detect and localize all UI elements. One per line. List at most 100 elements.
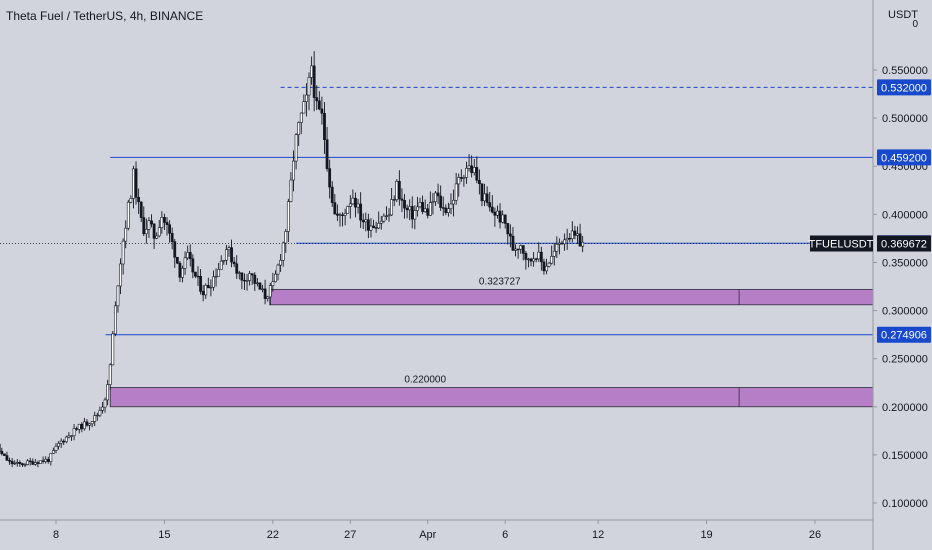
candle-body [436, 192, 440, 197]
candle-body [44, 458, 48, 462]
candle-body [335, 213, 339, 216]
candle-body [341, 214, 344, 216]
candle-body [82, 421, 86, 430]
candle-body [573, 230, 577, 236]
candle-body [483, 193, 486, 202]
candle-body [457, 177, 461, 185]
candle-body [581, 241, 585, 247]
candle-body [263, 288, 267, 299]
candle-body [312, 65, 316, 98]
candle-body [36, 462, 40, 464]
candle-body [258, 282, 262, 290]
candle-body [467, 165, 471, 169]
candle-body [248, 273, 252, 281]
candle-body [488, 202, 492, 208]
candle-body [235, 263, 239, 274]
last-price-tag-label: 0.369672 [881, 239, 927, 251]
candle-body [119, 263, 122, 287]
price-tag-label: 0.274906 [881, 330, 927, 342]
candle-body [103, 399, 107, 408]
candle-body [186, 252, 190, 259]
candle-body [10, 460, 14, 465]
last-price-tag-bg [877, 235, 931, 252]
candle-body [385, 215, 388, 217]
candle-body [354, 197, 357, 208]
candle-body [284, 231, 288, 244]
candle-body [245, 280, 249, 282]
candle-body [529, 258, 533, 262]
candle-body [31, 461, 35, 465]
candle-body [545, 266, 548, 272]
candle-body [155, 235, 159, 239]
candle-body [8, 460, 11, 462]
candle-body [268, 285, 272, 298]
candle-body [286, 201, 290, 232]
candle-body [377, 222, 381, 229]
candle-body [98, 410, 102, 416]
x-tick-label: 19 [700, 529, 712, 541]
candle-body [423, 208, 427, 212]
x-tick-label: 27 [344, 529, 356, 541]
candle-body [395, 180, 399, 200]
candle-body [72, 428, 76, 437]
candle-body [426, 208, 430, 216]
candle-body [240, 272, 244, 281]
candle-body [224, 249, 228, 261]
chart-title: Theta Fuel / TetherUS, 4h, BINANCE [6, 9, 204, 23]
x-tick-label: 22 [267, 529, 279, 541]
candle-body [490, 206, 494, 213]
candle-body [261, 288, 264, 291]
candle-body [320, 108, 324, 114]
y-tick-label: 0.350000 [882, 257, 928, 269]
candle-body [157, 227, 161, 237]
candle-body [400, 198, 404, 201]
candle-body [13, 462, 17, 465]
candle-body [325, 139, 329, 169]
candle-body [477, 179, 481, 185]
candle-body [121, 240, 125, 265]
candle-body [49, 453, 53, 462]
candle-body [196, 275, 200, 278]
candle-body [390, 199, 394, 216]
candle-body [116, 285, 120, 307]
candle-body [565, 237, 569, 241]
candle-body [39, 460, 42, 464]
candle-body [292, 160, 295, 181]
support-zones: 0.323727 0.220000 [109, 276, 874, 408]
candle-body [416, 206, 419, 211]
candle-body [134, 168, 138, 198]
y-tick-label: 0.100000 [882, 498, 928, 510]
candle-body [578, 233, 582, 247]
candle-body [550, 256, 554, 264]
candle-body [294, 134, 298, 162]
candle-body [124, 227, 128, 242]
candle-body [209, 286, 213, 289]
candle-body [506, 223, 510, 235]
candle-body [279, 259, 283, 266]
candle-body [338, 214, 342, 216]
x-tick-label: 6 [502, 529, 508, 541]
candle-body [23, 464, 27, 466]
x-tick-label: 15 [158, 529, 170, 541]
candle-body [178, 262, 182, 278]
candle-body [212, 276, 215, 288]
candle-body [191, 258, 195, 273]
candle-body [214, 275, 218, 278]
y-tick-label: 0.550000 [882, 65, 928, 77]
candle-body [232, 261, 236, 265]
candle-body [444, 207, 448, 214]
candle-body [46, 458, 50, 462]
candle-body [348, 203, 352, 207]
candle-body [266, 296, 270, 299]
candle-body [361, 219, 365, 223]
candle-body [139, 201, 143, 218]
candle-body [201, 291, 205, 296]
candle-body [255, 282, 259, 285]
candle-body [90, 421, 94, 425]
candle-body [281, 242, 285, 261]
candle-body [449, 203, 453, 210]
candle-body [137, 197, 141, 203]
